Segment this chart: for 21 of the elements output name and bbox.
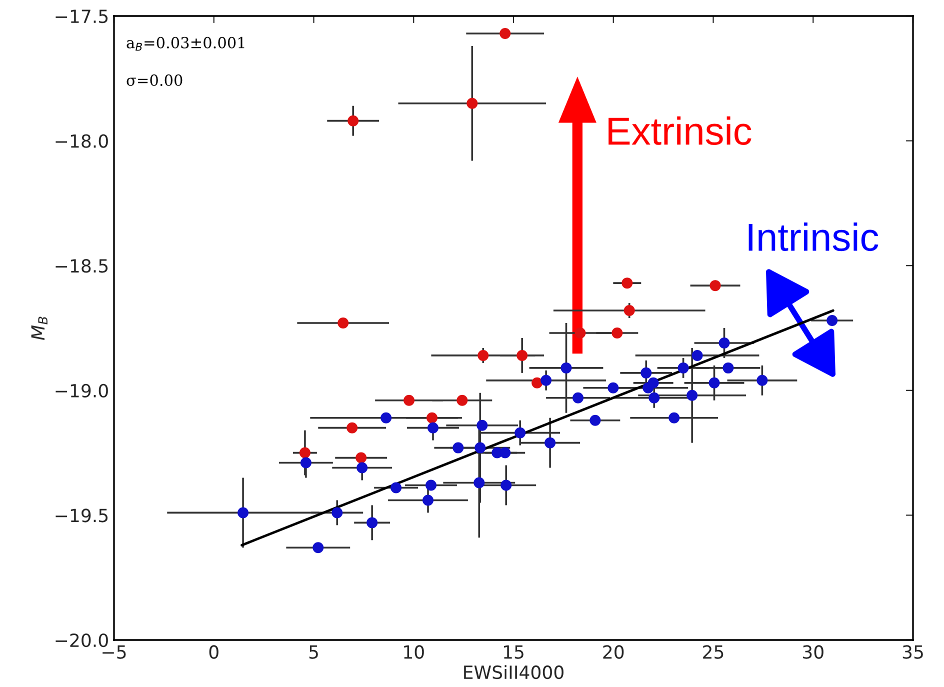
x-tick-label: 15: [504, 645, 524, 659]
y-tick-label: −20.0: [56, 633, 108, 648]
x-tick-label: 35: [902, 645, 923, 659]
annotation: a$_{B}$=0.03±0.001: [126, 36, 244, 51]
x-tick-label: 30: [803, 645, 824, 659]
annotation: Intrinsic: [748, 222, 878, 252]
y-tick-label: −19.5: [56, 508, 108, 522]
x-tick-label: 0: [209, 645, 218, 659]
y-tick-label: −19.0: [56, 384, 108, 398]
annotation: σ=0.00: [126, 74, 182, 86]
x-tick-label: 10: [404, 645, 424, 659]
y-axis-title: M$_{B}$: [31, 316, 48, 340]
y-tick-label: −17.5: [56, 10, 108, 24]
x-tick-label: 5: [309, 645, 318, 659]
x-axis-title: EWSiII4000: [464, 665, 564, 680]
x-tick-label: 20: [603, 645, 624, 659]
annotation: Extrinsic: [608, 116, 752, 145]
x-tick-label: 25: [703, 645, 724, 659]
x-tick-label: −5: [102, 645, 126, 659]
y-tick-label: −18.0: [56, 134, 108, 148]
y-tick-label: −18.5: [56, 259, 108, 273]
